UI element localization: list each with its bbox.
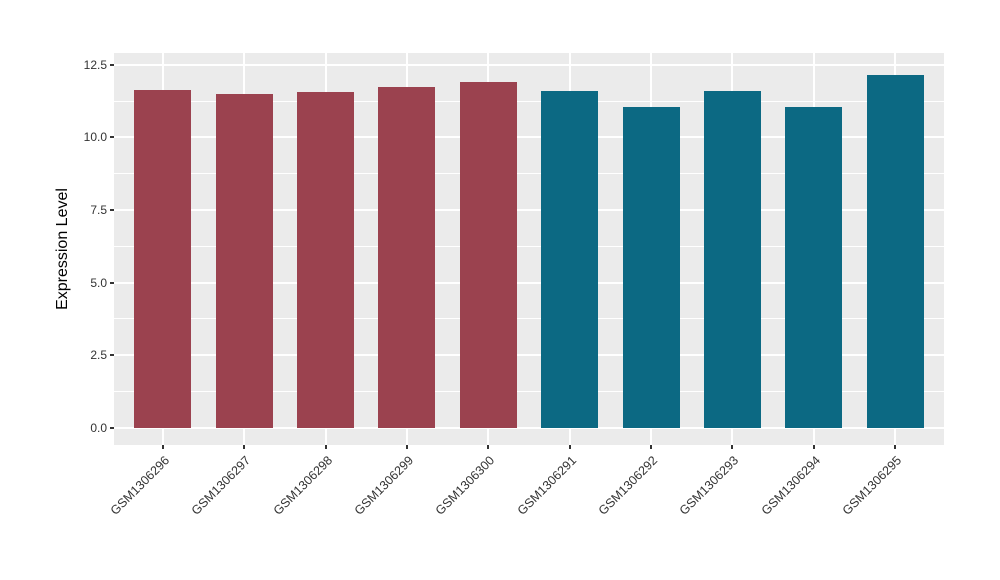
gridline-minor-horizontal [114, 318, 944, 320]
gridline-minor-horizontal [114, 391, 944, 393]
y-tick-label: 10.0 [83, 130, 107, 145]
y-tick-mark [110, 426, 114, 429]
gridline-major-horizontal [114, 63, 944, 66]
y-tick-mark [110, 63, 114, 66]
x-tick-mark [568, 445, 571, 449]
bar [134, 89, 192, 428]
x-tick-mark [650, 445, 653, 449]
y-tick-mark [110, 354, 114, 357]
x-tick-mark [487, 445, 490, 449]
y-tick-label: 7.5 [90, 203, 107, 218]
y-tick-mark [110, 281, 114, 284]
gridline-major-horizontal [114, 281, 944, 284]
bar [541, 91, 599, 428]
x-tick-mark [894, 445, 897, 449]
y-tick-mark [110, 209, 114, 212]
bar [866, 75, 924, 428]
x-tick-mark [731, 445, 734, 449]
bar [378, 86, 436, 428]
bar [297, 92, 355, 428]
gridline-minor-horizontal [114, 173, 944, 175]
y-tick-label: 12.5 [83, 57, 107, 72]
y-tick-mark [110, 136, 114, 139]
gridline-major-horizontal [114, 426, 944, 429]
x-tick-mark [405, 445, 408, 449]
bar [215, 93, 273, 428]
y-tick-label: 2.5 [90, 348, 107, 363]
gridline-major-horizontal [114, 136, 944, 139]
x-tick-mark [812, 445, 815, 449]
x-tick-mark [243, 445, 246, 449]
bar [703, 91, 761, 428]
y-tick-label: 0.0 [90, 420, 107, 435]
gridline-major-horizontal [114, 209, 944, 212]
bar [459, 82, 517, 428]
y-tick-label: 5.0 [90, 275, 107, 290]
x-tick-mark [161, 445, 164, 449]
gridline-major-horizontal [114, 354, 944, 357]
plot-panel [114, 53, 944, 445]
bar [622, 107, 680, 428]
gridline-minor-horizontal [114, 245, 944, 247]
x-tick-mark [324, 445, 327, 449]
bar [785, 107, 843, 428]
gridline-minor-horizontal [114, 100, 944, 102]
